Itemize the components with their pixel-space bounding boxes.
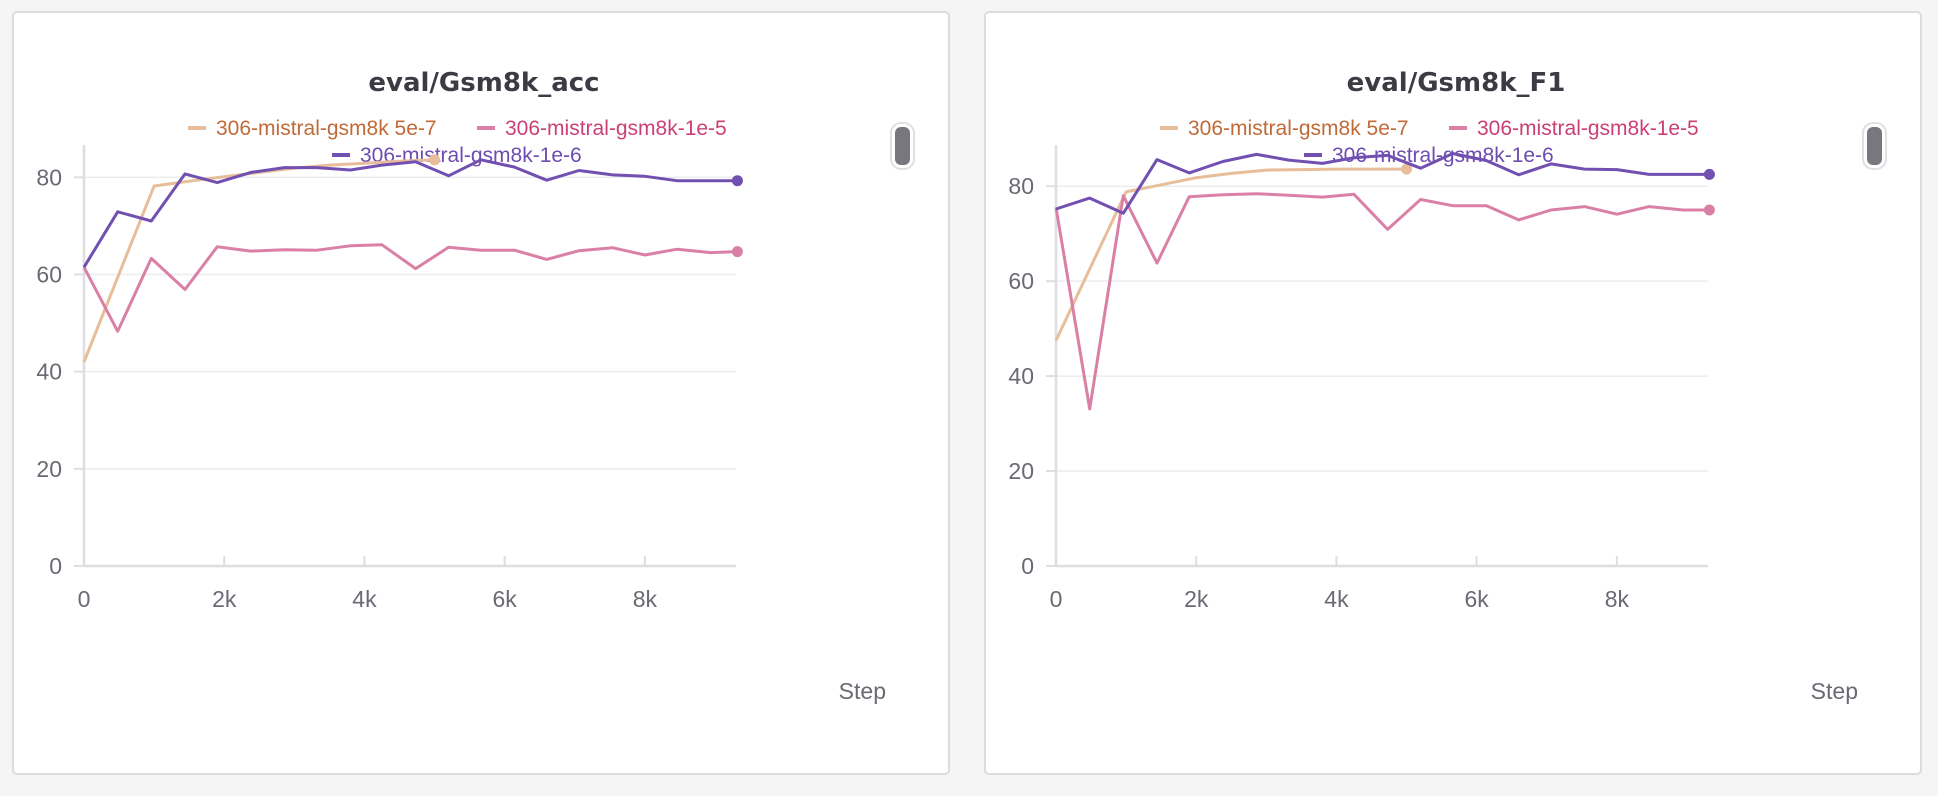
chart-axes: 0 20 40 60 80 0 2k 4k 6k 8k bbox=[36, 145, 736, 612]
series-end-point-0 bbox=[1401, 163, 1413, 175]
chart-title: eval/Gsm8k_F1 bbox=[1347, 68, 1566, 98]
series-end-point-2 bbox=[731, 175, 743, 187]
chart-grid bbox=[84, 176, 736, 470]
x-tick-label: 6k bbox=[1464, 586, 1489, 612]
x-tick-label: 4k bbox=[352, 586, 377, 612]
x-axis-label: Step bbox=[839, 678, 886, 704]
series-line-2 bbox=[82, 158, 738, 268]
chart-series-lines bbox=[82, 154, 743, 363]
chart-gsm8k-acc: eval/Gsm8k_acc 306-mistral-gsm8k 5e-7 306… bbox=[36, 68, 886, 704]
x-tick-label: 4k bbox=[1324, 586, 1349, 612]
x-axis-label: Step bbox=[1811, 678, 1858, 704]
x-tick-label: 0 bbox=[78, 586, 91, 612]
legend-scroll-handle[interactable] bbox=[1867, 127, 1882, 165]
chart-legend: 306-mistral-gsm8k 5e-7 306-mistral-gsm8k-… bbox=[188, 117, 727, 167]
x-tick-label: 6k bbox=[492, 586, 517, 612]
chart-axes: 0 20 40 60 80 0 2k 4k 6k 8k bbox=[1008, 145, 1708, 612]
legend-item-1[interactable]: 306-mistral-gsm8k-1e-5 bbox=[477, 117, 727, 140]
legend-label: 306-mistral-gsm8k-1e-5 bbox=[1477, 117, 1699, 140]
legend-scroll-handle[interactable] bbox=[895, 127, 910, 165]
series-line-0 bbox=[1054, 167, 1407, 342]
y-tick-label: 60 bbox=[36, 261, 62, 287]
y-tick-label: 80 bbox=[36, 164, 62, 190]
series-end-point-1 bbox=[1703, 204, 1715, 216]
series-line-2 bbox=[1055, 152, 1710, 215]
chart-grid bbox=[1056, 185, 1708, 472]
chart-gsm8k-f1: eval/Gsm8k_F1 306-mistral-gsm8k 5e-7 306-… bbox=[1008, 68, 1858, 704]
legend-item-0[interactable]: 306-mistral-gsm8k 5e-7 bbox=[188, 117, 437, 140]
y-tick-label: 40 bbox=[36, 359, 62, 385]
legend-label: 306-mistral-gsm8k 5e-7 bbox=[1188, 117, 1409, 140]
y-tick-label: 20 bbox=[1008, 458, 1034, 484]
legend-item-2[interactable]: 306-mistral-gsm8k-1e-6 bbox=[1304, 144, 1554, 167]
chart-panel-gsm8k-f1: eval/Gsm8k_F1 306-mistral-gsm8k 5e-7 306-… bbox=[984, 11, 1922, 775]
y-tick-label: 40 bbox=[1008, 363, 1034, 389]
x-tick-label: 8k bbox=[1605, 586, 1630, 612]
series-line-1 bbox=[1054, 192, 1710, 411]
y-tick-label: 20 bbox=[36, 456, 62, 482]
chart-legend: 306-mistral-gsm8k 5e-7 306-mistral-gsm8k-… bbox=[1160, 117, 1699, 167]
x-tick-label: 0 bbox=[1050, 586, 1063, 612]
series-line-0 bbox=[82, 158, 435, 363]
series-end-point-1 bbox=[731, 246, 743, 258]
series-end-point-2 bbox=[1703, 168, 1715, 180]
chart-series-lines bbox=[1054, 152, 1715, 411]
legend-item-1[interactable]: 306-mistral-gsm8k-1e-5 bbox=[1449, 117, 1699, 140]
x-tick-label: 2k bbox=[1184, 586, 1209, 612]
chart-title: eval/Gsm8k_acc bbox=[368, 68, 599, 98]
legend-label: 306-mistral-gsm8k 5e-7 bbox=[216, 117, 437, 140]
series-end-point-0 bbox=[429, 154, 441, 166]
y-tick-label: 60 bbox=[1008, 268, 1034, 294]
y-tick-label: 0 bbox=[49, 553, 62, 579]
x-tick-label: 2k bbox=[212, 586, 237, 612]
x-tick-label: 8k bbox=[633, 586, 658, 612]
series-line-1 bbox=[82, 243, 738, 333]
y-tick-label: 80 bbox=[1008, 173, 1034, 199]
legend-label: 306-mistral-gsm8k-1e-6 bbox=[1332, 144, 1554, 167]
legend-item-0[interactable]: 306-mistral-gsm8k 5e-7 bbox=[1160, 117, 1409, 140]
chart-panel-gsm8k-acc: eval/Gsm8k_acc 306-mistral-gsm8k 5e-7 306… bbox=[12, 11, 950, 775]
y-tick-label: 0 bbox=[1021, 553, 1034, 579]
legend-label: 306-mistral-gsm8k-1e-5 bbox=[505, 117, 727, 140]
